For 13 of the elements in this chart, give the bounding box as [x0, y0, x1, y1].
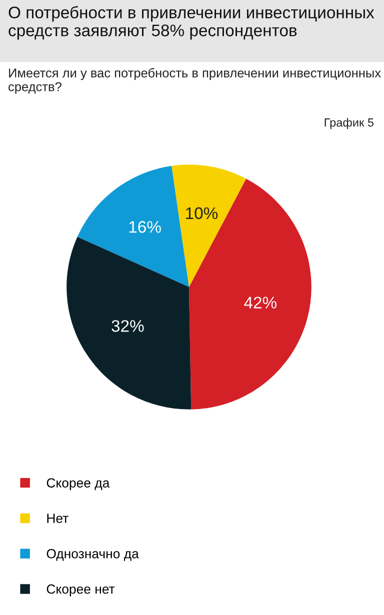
legend-label: Скорее да: [46, 478, 110, 490]
legend-label: Однозначно да: [46, 549, 139, 561]
pie-slice: [172, 164, 246, 287]
chart-title: О потребности в привлечении инвестиционных средств заявляют 58% респондентов: [8, 6, 374, 40]
data-label: 32%: [112, 320, 144, 332]
data-label: 16%: [129, 221, 161, 233]
legend-label: Скорее нет: [46, 584, 115, 596]
text: График 5: [324, 118, 374, 130]
data-label: 10%: [186, 207, 218, 220]
pie-slice: [66, 236, 192, 410]
chart-subtitle: Имеется ли у вас потребность в привлечении инвестиционных средств?: [8, 68, 381, 94]
legend-label: Нет: [47, 514, 68, 523]
data-label: 42%: [244, 296, 277, 308]
